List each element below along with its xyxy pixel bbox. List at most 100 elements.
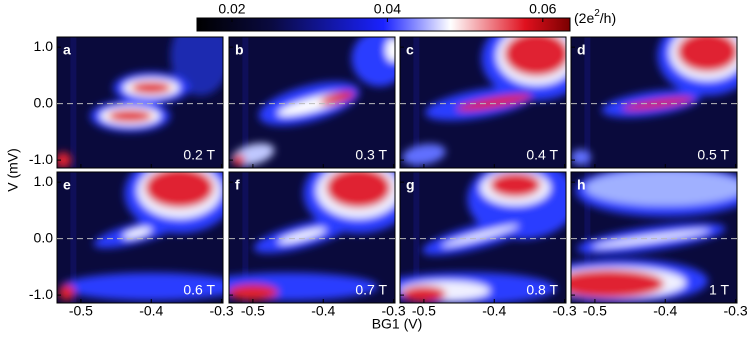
y-axis-label: V (mV) bbox=[5, 148, 21, 192]
heatmap-feature bbox=[326, 172, 391, 208]
field-label: 0.2 T bbox=[183, 147, 215, 163]
x-tick-label: -0.3 bbox=[210, 303, 234, 319]
field-label: 0.7 T bbox=[355, 282, 387, 298]
panel-letter: f bbox=[235, 177, 240, 193]
y-tick-label: -1.0 bbox=[29, 151, 53, 167]
heatmap-band bbox=[413, 172, 420, 303]
heatmap-band bbox=[584, 172, 591, 303]
heatmap-feature bbox=[441, 225, 519, 247]
heatmap-band bbox=[584, 37, 591, 168]
heatmap-feature bbox=[229, 284, 278, 301]
y-tick-label: 0.0 bbox=[34, 229, 54, 245]
x-tick-label: -0.5 bbox=[412, 303, 436, 319]
panel-letter: d bbox=[577, 42, 586, 58]
heatmap-feature bbox=[131, 81, 172, 94]
panel-letter: h bbox=[577, 177, 586, 193]
panel-letter: e bbox=[63, 177, 71, 193]
heatmap-feature bbox=[490, 172, 541, 197]
colorbar-label-part: 2 bbox=[594, 8, 600, 19]
panel-frame bbox=[399, 171, 567, 304]
panel-frame bbox=[570, 36, 738, 169]
heatmap bbox=[571, 37, 737, 168]
heatmap-feature bbox=[385, 37, 395, 62]
panel-letter: b bbox=[235, 42, 244, 58]
panel-frame bbox=[399, 36, 567, 169]
heatmap-feature bbox=[122, 227, 152, 239]
panel: -0.5 -0.4 -0.3 f 0.7 T bbox=[228, 171, 406, 319]
colorbar bbox=[196, 17, 571, 32]
heatmap-feature bbox=[402, 143, 446, 166]
heatmap-feature bbox=[57, 152, 72, 168]
heatmap-features bbox=[231, 37, 395, 167]
heatmap-feature bbox=[58, 284, 75, 301]
panel: b 0.3 T bbox=[228, 36, 396, 169]
panel: 1.0 0.0 -1.0 -0.5 -0.4 -0.3 e 0.6 T bbox=[29, 171, 234, 319]
heatmap bbox=[229, 37, 395, 168]
heatmap-feature bbox=[319, 91, 355, 105]
heatmap-features bbox=[400, 172, 566, 303]
panel: d 0.5 T bbox=[570, 36, 738, 169]
heatmap-feature bbox=[401, 285, 446, 302]
panel-frame bbox=[56, 171, 224, 304]
x-tick-label: -0.3 bbox=[724, 303, 747, 319]
colorbar-tick-label: 0.06 bbox=[529, 1, 556, 17]
field-label: 0.4 T bbox=[526, 147, 558, 163]
x-tick-label: -0.4 bbox=[139, 303, 163, 319]
y-tick-label: 1.0 bbox=[34, 38, 54, 54]
panel: -0.5 -0.4 -0.3 h 1 T bbox=[570, 171, 747, 319]
heatmap-feature bbox=[232, 154, 245, 167]
heatmap-feature bbox=[277, 228, 327, 244]
heatmap-feature bbox=[229, 272, 379, 301]
heatmap-feature bbox=[571, 149, 591, 166]
colorbar-tick-label: 0.04 bbox=[374, 1, 401, 17]
colorbar-tick-label: 0.02 bbox=[218, 1, 245, 17]
x-tick-label: -0.4 bbox=[482, 303, 506, 319]
panel-letter: g bbox=[406, 177, 415, 193]
x-tick-label: -0.4 bbox=[311, 303, 335, 319]
x-tick-label: -0.5 bbox=[241, 303, 265, 319]
colorbar-label-part: /h) bbox=[600, 10, 616, 26]
heatmap-band bbox=[70, 37, 77, 168]
panel-frame bbox=[228, 171, 396, 304]
field-label: 1 T bbox=[709, 282, 729, 298]
colorbar-label-part: (2e bbox=[574, 10, 594, 26]
panel-frame bbox=[570, 171, 738, 304]
panel-letter: a bbox=[63, 42, 71, 58]
panel-letter: c bbox=[406, 42, 414, 58]
heatmap-feature bbox=[571, 269, 664, 298]
panel: 1.0 0.0 -1.0 a 0.2 T bbox=[29, 36, 224, 169]
heatmap-features bbox=[229, 172, 395, 301]
heatmap bbox=[400, 172, 566, 303]
heatmap-feature bbox=[145, 172, 214, 208]
panel: c 0.4 T bbox=[399, 36, 567, 169]
heatmap-feature bbox=[456, 94, 532, 111]
heatmap-feature bbox=[61, 272, 223, 301]
field-label: 0.5 T bbox=[697, 147, 729, 163]
heatmap-feature bbox=[351, 37, 395, 87]
y-tick-label: 0.0 bbox=[34, 94, 54, 110]
colorbar-label: (2e2/h) bbox=[574, 8, 616, 26]
y-tick-label: 1.0 bbox=[34, 173, 54, 189]
field-label: 0.8 T bbox=[526, 282, 558, 298]
x-tick-label: -0.3 bbox=[553, 303, 577, 319]
heatmap bbox=[57, 37, 223, 168]
heatmap-band bbox=[413, 37, 420, 168]
x-tick-label: -0.3 bbox=[382, 303, 406, 319]
heatmap-feature bbox=[677, 37, 737, 72]
x-tick-label: -0.4 bbox=[653, 303, 677, 319]
heatmap-feature bbox=[622, 97, 694, 111]
field-label: 0.6 T bbox=[183, 282, 215, 298]
heatmap bbox=[229, 172, 395, 303]
x-tick-label: -0.5 bbox=[69, 303, 93, 319]
heatmap bbox=[400, 37, 566, 168]
x-axis-label: BG1 (V) bbox=[372, 316, 423, 332]
x-tick-label: -0.5 bbox=[583, 303, 607, 319]
panel: -0.5 -0.4 -0.3 g 0.8 T bbox=[399, 171, 577, 319]
heatmap bbox=[57, 172, 223, 303]
y-tick-label: -1.0 bbox=[29, 286, 53, 302]
panel-frame bbox=[228, 36, 396, 169]
panel-frame bbox=[56, 36, 224, 169]
heatmap-band bbox=[70, 172, 77, 303]
heatmap-band bbox=[242, 37, 249, 168]
